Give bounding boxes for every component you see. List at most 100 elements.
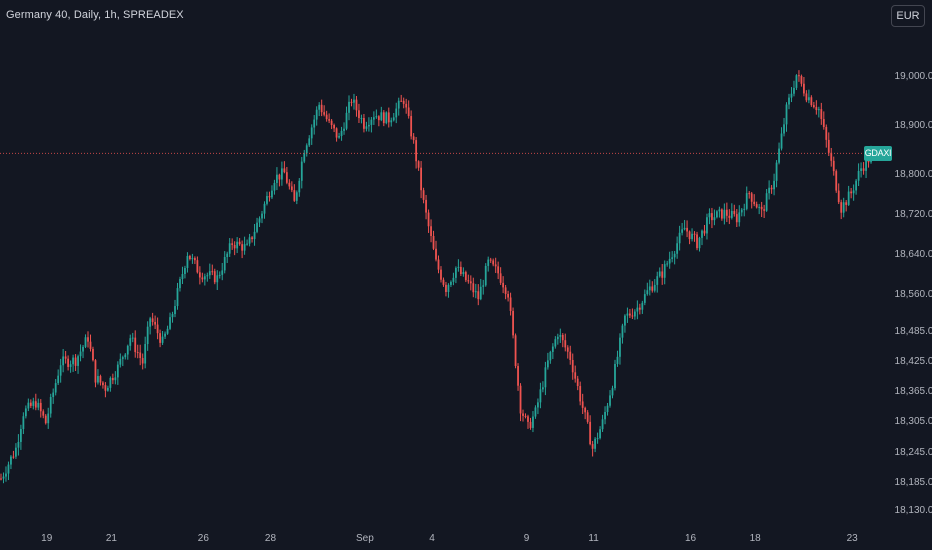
candle-body (795, 75, 798, 88)
candle-body (325, 114, 328, 120)
candle-body (576, 378, 579, 387)
candle-body (79, 351, 82, 357)
candle-body (671, 257, 674, 259)
candle-body (310, 127, 313, 139)
candle-body (800, 76, 803, 84)
candle-body (522, 413, 524, 416)
candle-body (390, 120, 393, 123)
currency-button[interactable]: EUR (891, 5, 925, 27)
candle-body (300, 161, 303, 181)
candle-body (318, 104, 321, 110)
candle-body (643, 294, 646, 303)
y-tick-label: 18,720.0 (895, 209, 932, 220)
candle-body (273, 182, 276, 191)
candle-body (407, 107, 410, 117)
candle-body (812, 105, 815, 108)
candle-body (59, 365, 62, 376)
candle-body (735, 214, 738, 223)
candle-body (527, 416, 529, 422)
candle-body (159, 333, 161, 343)
candle-body (773, 180, 775, 190)
candle-body (467, 280, 470, 282)
candle-body (149, 318, 152, 327)
candle-body (599, 429, 601, 439)
candle-body (298, 180, 301, 193)
candle-body (753, 201, 756, 205)
candle-body (303, 153, 306, 162)
candle-body (472, 283, 475, 293)
candle-body (840, 202, 843, 213)
candle-body (745, 193, 748, 209)
candle-body (54, 383, 57, 393)
time-axis[interactable]: 19 21 26 28 Sep 4 9 11 16 18 23 (41, 533, 858, 544)
candle-body (865, 158, 867, 171)
candle-body (213, 271, 216, 283)
y-tick-label: 19,000.0 (895, 71, 932, 82)
x-tick-label: 16 (685, 533, 697, 544)
candle-body (246, 243, 248, 245)
candle-body (845, 202, 848, 205)
candle-body (810, 97, 813, 106)
candle-body (305, 145, 308, 154)
candle-body (440, 269, 442, 280)
candle-body (847, 191, 850, 205)
candle-body (614, 363, 616, 389)
candle-body (611, 388, 614, 396)
candle-body (345, 112, 348, 129)
y-tick-label: 18,305.0 (895, 416, 932, 427)
candle-body (459, 266, 462, 274)
candle-body (579, 386, 582, 402)
y-tick-label: 18,560.0 (895, 289, 932, 300)
candle-body (668, 258, 671, 264)
candle-body (594, 438, 597, 449)
candle-body (561, 334, 564, 341)
candle-body (34, 401, 37, 408)
candle-body (151, 318, 154, 322)
price-axis[interactable]: 19,000.0 18,900.0 18,800.0 18,720.0 18,640.0… (895, 71, 932, 516)
candle-body (218, 274, 221, 276)
candle-body (519, 385, 522, 414)
candle-body (189, 255, 191, 260)
candle-body (728, 215, 731, 218)
candle-body (139, 352, 142, 358)
candle-body (49, 397, 52, 414)
candle-body (417, 161, 420, 168)
candle-body (738, 212, 741, 223)
candle-body (256, 222, 258, 232)
candle-body (315, 109, 318, 120)
candle-body (420, 167, 422, 191)
candle-body (380, 112, 383, 121)
candle-body (696, 234, 698, 249)
candle-body (141, 357, 144, 364)
candle-body (104, 385, 107, 391)
candle-body (263, 203, 266, 214)
candle-body (203, 276, 206, 280)
candle-body (512, 310, 514, 336)
candle-body (770, 187, 773, 190)
candle-body (87, 337, 89, 342)
candle-body (233, 244, 236, 249)
candle-body (698, 237, 701, 249)
candle-body (288, 182, 291, 187)
candle-body (365, 126, 368, 129)
candle-body (817, 109, 820, 111)
candle-body (629, 313, 631, 316)
candle-body (201, 277, 204, 280)
candle-body (333, 124, 335, 129)
candle-body (24, 408, 27, 417)
candle-body (283, 168, 286, 173)
candle-body (360, 118, 363, 120)
candle-body (658, 271, 661, 277)
candle-body (616, 356, 619, 364)
candle-body (785, 104, 788, 125)
candle-body (295, 192, 298, 201)
candle-body (514, 335, 517, 367)
candle-body (725, 209, 728, 216)
candle-body (338, 136, 340, 138)
candle-body (42, 411, 45, 416)
candle-body (377, 116, 380, 121)
candle-body (216, 275, 219, 283)
candle-body (387, 112, 390, 123)
